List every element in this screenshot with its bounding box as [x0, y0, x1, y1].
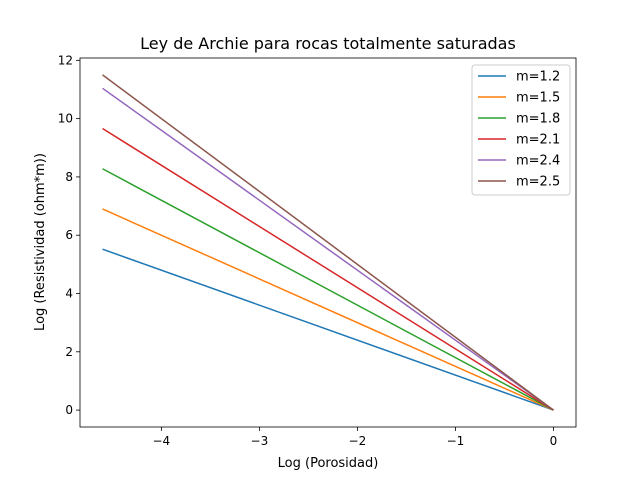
- x-axis-label: Log (Porosidad): [278, 456, 379, 471]
- legend-label: m=2.1: [516, 133, 560, 148]
- x-tick-label: 0: [550, 434, 558, 448]
- series-line-1: [102, 248, 554, 411]
- x-tick-label: −2: [349, 434, 367, 448]
- x-tick-label: −3: [251, 434, 269, 448]
- legend-label: m=1.2: [516, 70, 560, 85]
- legend-label: m=2.5: [516, 175, 560, 190]
- chart-title: Ley de Archie para rocas totalmente satu…: [140, 34, 516, 53]
- y-tick-label: 0: [65, 403, 73, 417]
- legend-label: m=1.5: [516, 91, 560, 106]
- series-layer: [102, 74, 554, 411]
- y-tick-label: 10: [58, 112, 73, 126]
- legend-label: m=2.4: [516, 154, 560, 169]
- y-tick-label: 6: [65, 228, 73, 242]
- series-line-3: [102, 168, 554, 411]
- series-line-5: [102, 87, 554, 411]
- plot-frame: [79, 57, 577, 428]
- legend-label: m=1.8: [516, 112, 560, 127]
- x-tick-label: −1: [447, 434, 465, 448]
- x-tick-label: −4: [153, 434, 171, 448]
- y-tick-label: 8: [65, 170, 73, 184]
- series-line-4: [102, 127, 554, 411]
- series-line-6: [102, 74, 554, 411]
- series-line-2: [102, 208, 554, 411]
- y-axis: 0 2 4 6 8 10 12: [58, 53, 80, 417]
- legend: m=1.2 m=1.5 m=1.8 m=2.1 m=2.4 m=2.5: [471, 64, 571, 196]
- y-axis-label: Log (Resistividad (ohm*m)): [33, 153, 48, 331]
- x-axis: −4 −3 −2 −1 0: [153, 427, 558, 448]
- y-tick-label: 12: [58, 53, 73, 67]
- y-tick-label: 4: [65, 287, 73, 301]
- y-tick-label: 2: [65, 345, 73, 359]
